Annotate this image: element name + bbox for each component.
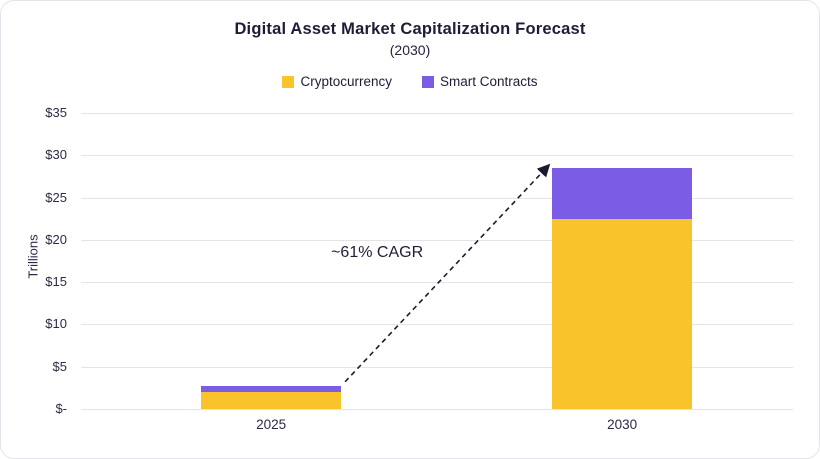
bar-2030-smart-contracts-segment bbox=[552, 167, 693, 219]
y-tick-label: $10 bbox=[45, 316, 67, 332]
gridline bbox=[81, 155, 793, 157]
legend-item-cryptocurrency: Cryptocurrency bbox=[282, 74, 392, 89]
y-tick-label: $20 bbox=[45, 231, 67, 247]
legend-item-smart-contracts: Smart Contracts bbox=[422, 74, 538, 89]
chart-title: Digital Asset Market Capitalization Fore… bbox=[234, 20, 586, 38]
y-tick-label: $25 bbox=[45, 189, 67, 205]
cagr-annotation: ~61% CAGR bbox=[331, 244, 424, 262]
legend-swatch-cryptocurrency bbox=[282, 75, 295, 88]
legend-label-cryptocurrency: Cryptocurrency bbox=[300, 74, 392, 89]
y-tick-label: $15 bbox=[45, 274, 67, 290]
legend: Cryptocurrency Smart Contracts bbox=[1, 74, 819, 89]
chart-subtitle: (2030) bbox=[389, 42, 431, 58]
bar-2025-smart-contracts-segment bbox=[201, 385, 342, 393]
bar-2030-cryptocurrency-segment bbox=[552, 218, 693, 409]
y-tick-label: $35 bbox=[45, 105, 67, 120]
x-axis-label: 2030 bbox=[607, 417, 638, 432]
legend-label-smart-contracts: Smart Contracts bbox=[440, 74, 538, 89]
gridline bbox=[81, 113, 793, 114]
y-tick-label: $5 bbox=[52, 358, 67, 374]
y-tick-label: $30 bbox=[45, 147, 67, 163]
y-tick-label: $- bbox=[55, 401, 67, 416]
legend-swatch-smart-contracts bbox=[422, 75, 434, 88]
bar-2025-cryptocurrency-segment bbox=[201, 392, 342, 409]
x-axis-label: 2025 bbox=[256, 417, 287, 432]
gridline bbox=[81, 409, 793, 410]
